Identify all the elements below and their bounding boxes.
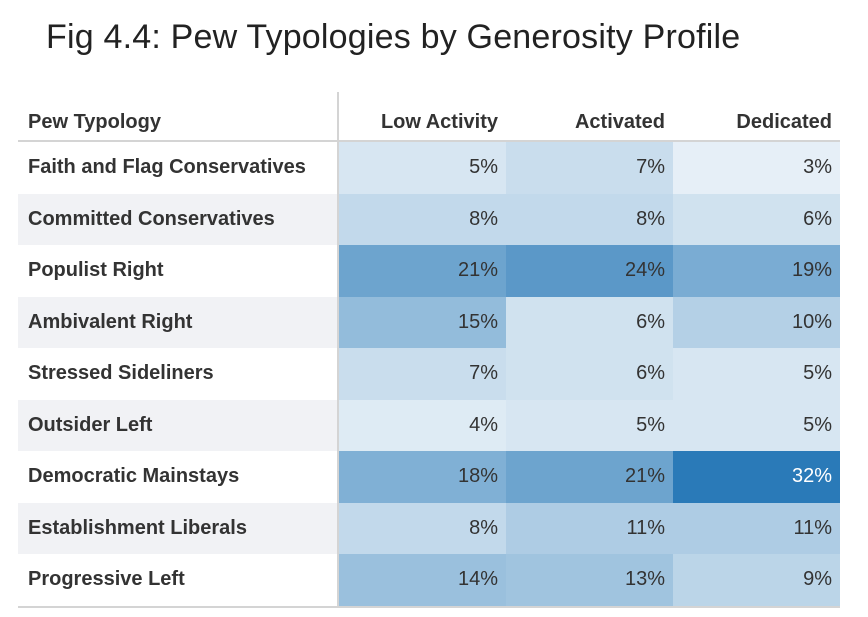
heatmap-cell: 6% — [506, 348, 673, 400]
row-label: Establishment Liberals — [18, 502, 338, 554]
heatmap-cell: 10% — [673, 296, 840, 348]
row-label: Progressive Left — [18, 554, 338, 608]
table-row: Faith and Flag Conservatives 5% 7% 3% — [18, 141, 840, 194]
row-label: Democratic Mainstays — [28, 465, 240, 488]
row-label: Populist Right — [28, 259, 164, 282]
table-row: Ambivalent Right 15% 6% 10% — [18, 296, 840, 348]
heatmap-cell: 8% — [337, 502, 506, 554]
row-label: Committed Conservatives — [18, 193, 338, 245]
heatmap-cell: 11% — [673, 502, 840, 554]
heatmap-cell: 32% — [673, 451, 840, 503]
heatmap-cell: 11% — [506, 502, 673, 554]
column-header-low-activity: Low Activity — [337, 92, 506, 142]
table-row: Democratic Mainstays 18% 21% 32% — [18, 451, 840, 503]
row-label: Outsider Left — [18, 399, 338, 451]
heatmap-cell: 5% — [673, 348, 840, 400]
heatmap-table: Pew Typology Low Activity Activated Dedi… — [18, 92, 840, 608]
row-label: Faith and Flag Conservatives — [28, 156, 306, 179]
heatmap-cell: 8% — [337, 193, 506, 245]
heatmap-cell: 21% — [337, 245, 506, 297]
heatmap-cell: 5% — [337, 141, 506, 194]
heatmap-cell: 19% — [673, 245, 840, 297]
heatmap-cell: 6% — [673, 193, 840, 245]
table-row: Populist Right 21% 24% 19% — [18, 245, 840, 297]
chart-title: Fig 4.4: Pew Typologies by Generosity Pr… — [46, 18, 741, 56]
column-header-activated: Activated — [506, 92, 673, 142]
heatmap-cell: 24% — [506, 245, 673, 297]
header-row: Pew Typology Low Activity Activated Dedi… — [18, 92, 840, 142]
table-row: Stressed Sideliners 7% 6% 5% — [18, 348, 840, 400]
table-row: Establishment Liberals 8% 11% 11% — [18, 502, 840, 554]
heatmap-cell: 21% — [506, 451, 673, 503]
table-row: Committed Conservatives 8% 8% 6% — [18, 193, 840, 245]
heatmap-cell: 7% — [506, 141, 673, 194]
table-row: Outsider Left 4% 5% 5% — [18, 399, 840, 451]
column-header-dedicated: Dedicated — [673, 92, 840, 142]
heatmap-cell: 14% — [337, 554, 506, 608]
heatmap-cell: 15% — [337, 296, 506, 348]
heatmap-cell: 6% — [506, 296, 673, 348]
heatmap-cell: 5% — [673, 399, 840, 451]
heatmap-cell: 7% — [337, 348, 506, 400]
row-label: Ambivalent Right — [18, 296, 338, 348]
heatmap-cell: 13% — [506, 554, 673, 608]
table-row: Progressive Left 14% 13% 9% — [18, 554, 840, 608]
heatmap-cell: 3% — [673, 141, 840, 194]
heatmap-cell: 18% — [337, 451, 506, 503]
row-label: Stressed Sideliners — [28, 362, 214, 385]
heatmap-table-container: Pew Typology Low Activity Activated Dedi… — [18, 92, 840, 608]
table-body: Faith and Flag Conservatives 5% 7% 3% Commit… — [18, 141, 840, 608]
heatmap-cell: 4% — [337, 399, 506, 451]
heatmap-cell: 8% — [506, 193, 673, 245]
row-header-label: Pew Typology — [18, 92, 338, 142]
heatmap-cell: 5% — [506, 399, 673, 451]
heatmap-cell: 9% — [673, 554, 840, 608]
